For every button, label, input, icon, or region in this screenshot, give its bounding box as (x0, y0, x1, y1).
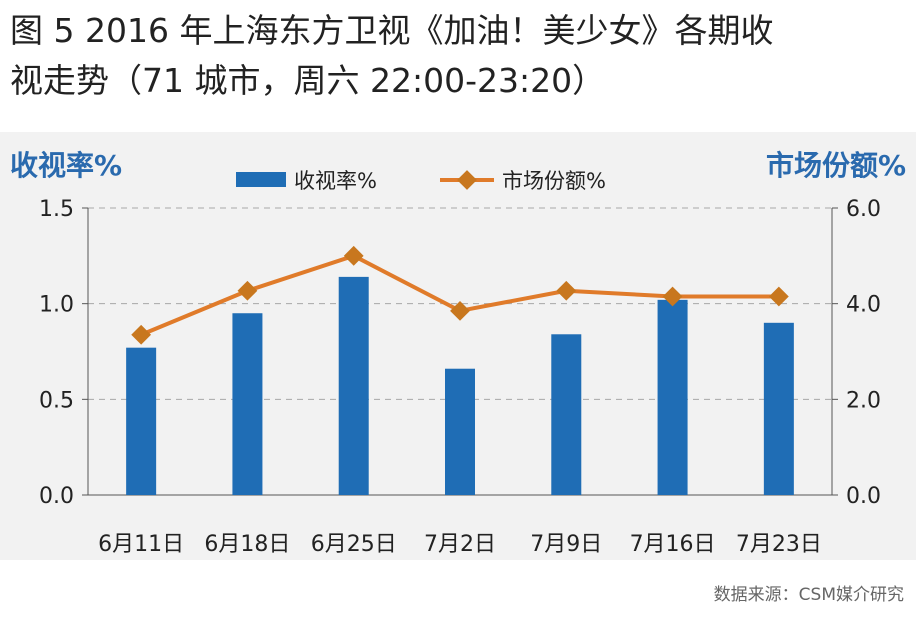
right-tick-label: 6.0 (846, 197, 881, 222)
legend-line-label: 市场份额% (502, 169, 606, 193)
left-tick-label: 0.0 (39, 484, 74, 509)
chart-title: 图 5 2016 年上海东方卫视《加油！美少女》各期收 视走势（71 城市，周六… (10, 6, 910, 106)
bar (763, 322, 794, 495)
line-marker (768, 286, 789, 307)
line-marker (237, 280, 258, 301)
chart-svg: 0.0 0.5 1.0 1.5 0.0 2.0 4.0 6.0 收视率% 市场份额% 收视率% 市场份… (10, 149, 906, 557)
chart-title-line1: 图 5 2016 年上海东方卫视《加油！美少女》各期收 (10, 11, 774, 50)
x-tick-label: 7月23日 (736, 532, 822, 557)
left-axis-title: 收视率% (10, 149, 122, 182)
left-tick-label: 1.5 (39, 197, 74, 222)
x-tick-label: 7月2日 (424, 532, 496, 557)
left-tick-label: 0.5 (39, 388, 74, 413)
bar (445, 368, 475, 495)
x-tick-label: 7月9日 (530, 532, 602, 557)
right-axis-title: 市场份额% (766, 149, 906, 182)
legend-bar-swatch (236, 172, 286, 187)
line-marker (556, 280, 577, 301)
bar (551, 334, 582, 495)
legend-line-marker (457, 170, 477, 190)
x-tick-label: 6月25日 (311, 532, 397, 557)
x-tick-label: 7月16日 (630, 532, 716, 557)
line-marker (450, 300, 470, 321)
bar (657, 299, 688, 495)
bar (126, 347, 157, 495)
right-tick-label: 2.0 (846, 388, 881, 413)
line-marker (662, 286, 683, 307)
right-tick-label: 0.0 (846, 484, 881, 509)
source-note: 数据来源：CSM媒介研究 (713, 585, 904, 605)
line-marker (343, 245, 364, 266)
x-tick-label: 6月11日 (98, 532, 184, 557)
legend-bar-label: 收视率% (294, 169, 377, 193)
chart-title-line2: 视走势（71 城市，周六 22:00-23:20） (10, 61, 606, 100)
left-tick-label: 1.0 (39, 293, 74, 318)
line-marker (131, 324, 152, 345)
bar (338, 276, 369, 495)
right-tick-label: 4.0 (846, 293, 881, 318)
bar (232, 313, 263, 495)
x-tick-label: 6月18日 (204, 532, 290, 557)
chart-panel: 0.0 0.5 1.0 1.5 0.0 2.0 4.0 6.0 收视率% 市场份额% 收视率% 市场份… (0, 132, 916, 560)
